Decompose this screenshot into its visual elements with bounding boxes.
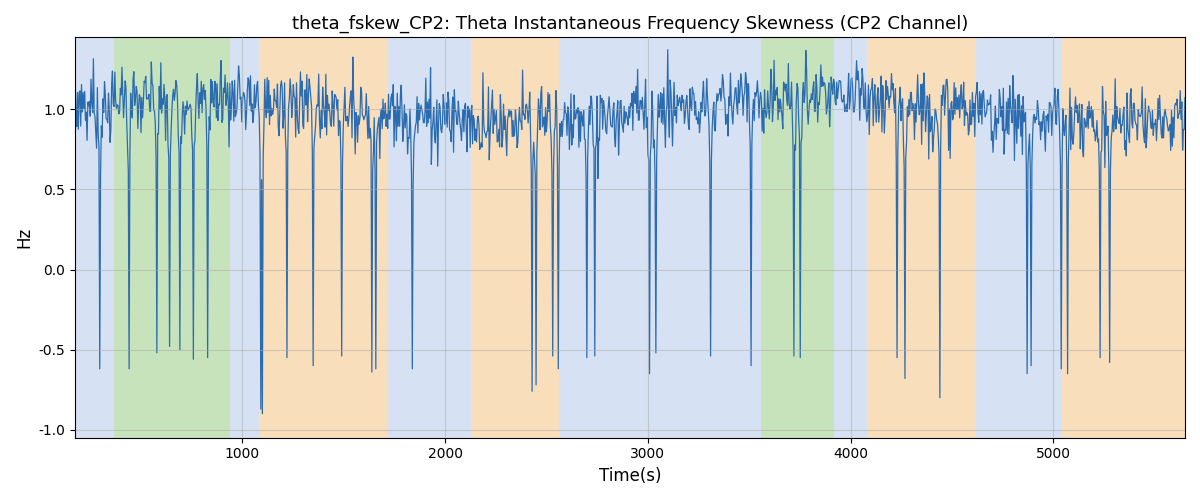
Bar bbox=[866, 38, 977, 438]
Bar bbox=[725, 38, 761, 438]
Bar bbox=[668, 38, 725, 438]
Bar bbox=[76, 38, 114, 438]
Y-axis label: Hz: Hz bbox=[14, 227, 34, 248]
Bar bbox=[834, 38, 866, 438]
Bar bbox=[259, 38, 389, 438]
Bar bbox=[559, 38, 668, 438]
Bar bbox=[114, 38, 230, 438]
Bar bbox=[472, 38, 559, 438]
Bar bbox=[1061, 38, 1186, 438]
X-axis label: Time(s): Time(s) bbox=[599, 467, 661, 485]
Title: theta_fskew_CP2: Theta Instantaneous Frequency Skewness (CP2 Channel): theta_fskew_CP2: Theta Instantaneous Fre… bbox=[292, 15, 968, 34]
Bar bbox=[230, 38, 259, 438]
Bar bbox=[977, 38, 1061, 438]
Bar bbox=[389, 38, 472, 438]
Bar bbox=[761, 38, 834, 438]
